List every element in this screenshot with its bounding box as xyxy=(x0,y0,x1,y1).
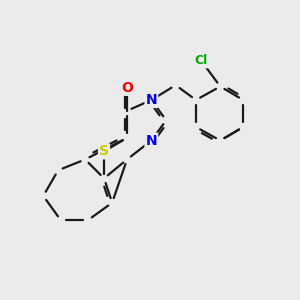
Text: N: N xyxy=(146,134,157,148)
Text: N: N xyxy=(146,93,157,107)
Text: S: S xyxy=(99,144,109,158)
Text: O: O xyxy=(121,81,133,95)
Text: Cl: Cl xyxy=(195,54,208,67)
